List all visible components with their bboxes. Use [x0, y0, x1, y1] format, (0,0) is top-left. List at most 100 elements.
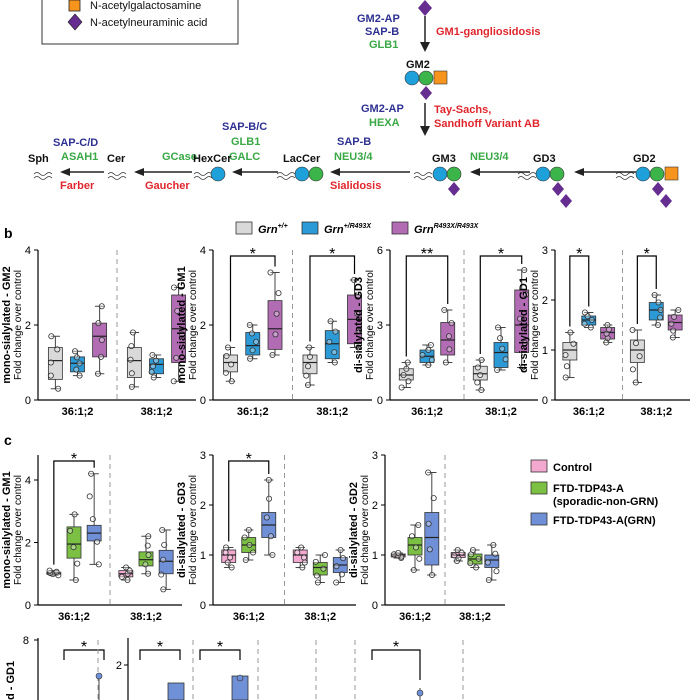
b1-data-point: [55, 385, 62, 392]
c3-data-point: [455, 555, 462, 562]
gm3-label: GM3: [432, 153, 456, 165]
b3-box: [514, 289, 530, 353]
c1-data-point: [145, 552, 152, 559]
sph-tail-icon: [33, 172, 53, 180]
legend-wt-swatch: [235, 221, 253, 235]
gd3-arrowhead: [470, 168, 480, 176]
b3-y-title: di-sialylated - GD3: [353, 277, 365, 373]
b2-box: [324, 330, 340, 360]
cer-gene: GCase: [162, 151, 197, 163]
b1-box: [126, 347, 142, 378]
hexcer-label: HexCer: [193, 153, 232, 165]
b2-data-point: [332, 328, 339, 335]
b4-sig-label: *: [644, 246, 650, 263]
b1-data-point: [149, 351, 156, 358]
b1-data-point: [129, 329, 136, 336]
c2-y-tick-label: 2: [200, 500, 206, 512]
c2-data-point: [266, 495, 273, 502]
c2-data-point: [299, 564, 306, 571]
gm3-tail-icon: [413, 172, 433, 180]
b4-data-point: [570, 340, 577, 347]
b4-y-title: di-sialylated - GD1: [518, 277, 530, 373]
b4-data-point: [668, 320, 675, 327]
cer-arrowhead: [134, 168, 144, 176]
b1-group-label: 36:1;2: [62, 406, 94, 418]
c3-box: [424, 512, 440, 566]
b4-data-point: [670, 327, 677, 334]
c1-data-point: [53, 568, 60, 575]
legend-sporadic-sub: (sporadic-non-GRN): [553, 496, 658, 508]
b3-data-point: [446, 346, 453, 353]
c3-y-subtitle: Fold change over control: [360, 475, 371, 585]
b4-data-point: [581, 320, 588, 327]
c2-data-point: [227, 554, 234, 561]
sph-arrowhead: [60, 168, 70, 176]
c2-y-tick-label: 1: [200, 550, 206, 562]
panel-d-point-2: [236, 674, 244, 682]
b4-data-point: [581, 309, 588, 316]
c1-data-point: [88, 470, 95, 477]
legend-control-label: Control: [553, 462, 592, 474]
b3-data-point: [478, 356, 485, 363]
b2-data-point: [269, 351, 276, 358]
gm1-disease: GM1-gangliosidosis: [436, 26, 541, 38]
c2-data-point: [245, 527, 252, 534]
b3-data-point: [494, 324, 501, 331]
b2-data-point: [224, 344, 231, 351]
c1-data-point: [118, 573, 125, 580]
gd3-tail-icon: [517, 172, 537, 180]
b2-data-point: [303, 372, 310, 379]
b2-data-point: [273, 310, 280, 317]
panel-d-tick-label-2: 2: [116, 660, 122, 672]
gm2-arrowhead: [420, 126, 430, 136]
gd3-gal-icon: [549, 166, 565, 182]
b4-plot: 0 1 2 3 di-sialylated - GD1 Fold change over …: [518, 245, 690, 418]
legend-neu5ac-label: N-acetylneuraminic acid: [90, 17, 207, 29]
b4-data-point: [588, 316, 595, 323]
b1-data-point: [128, 343, 135, 350]
c3-group-label: 36:1;2: [399, 611, 431, 623]
b1-data-point: [173, 354, 180, 361]
b2-group-label: 36:1;2: [237, 406, 269, 418]
c1-y-tick-label: 4: [25, 475, 31, 487]
c2-data-point: [333, 563, 340, 570]
hexcer-glc-icon: [210, 166, 226, 182]
b3-y-subtitle: Fold change over control: [365, 270, 376, 380]
b2-y-tick-label: 0: [200, 395, 206, 407]
b2-data-point: [354, 310, 361, 317]
c3-data-point: [492, 550, 499, 557]
c1-data-point: [144, 542, 151, 549]
gd3-glc-icon: [535, 166, 551, 182]
b4-data-point: [632, 379, 639, 386]
b4-data-point: [655, 299, 662, 306]
b1-data-point: [170, 378, 177, 385]
b1-data-point: [73, 354, 80, 361]
c3-data-point: [429, 572, 436, 579]
c1-sig-label: *: [71, 451, 77, 468]
c1-data-point: [123, 564, 130, 571]
c2-box: [312, 562, 328, 576]
gm2-disease-1: Tay-Sachs,: [434, 104, 491, 116]
b1-data-point: [179, 331, 186, 338]
b3-data-point: [522, 291, 529, 298]
c3-data-point: [395, 550, 402, 557]
b3-group-label: 36:1;2: [411, 406, 443, 418]
b1-data-point: [128, 383, 135, 390]
b1-data-point: [98, 336, 105, 343]
panel-d-box-1: [167, 682, 185, 700]
b4-data-point: [657, 314, 664, 321]
gm2-sialic-icon: [420, 86, 432, 100]
c1-data-point: [94, 538, 101, 545]
c2-data-point: [267, 533, 274, 540]
c1-data-point: [145, 533, 152, 540]
b1-data-point: [148, 368, 155, 375]
c1-data-point: [46, 567, 53, 574]
gm2-gene: HEXA: [369, 117, 400, 129]
b3-data-point: [442, 359, 449, 366]
cer-disease: Gaucher: [145, 180, 190, 192]
sph-disease: Farber: [60, 180, 95, 192]
c1-data-point: [95, 561, 102, 568]
c2-data-point: [340, 555, 347, 562]
c1-y-subtitle: Fold change over control: [13, 475, 24, 585]
c3-box: [407, 537, 423, 556]
